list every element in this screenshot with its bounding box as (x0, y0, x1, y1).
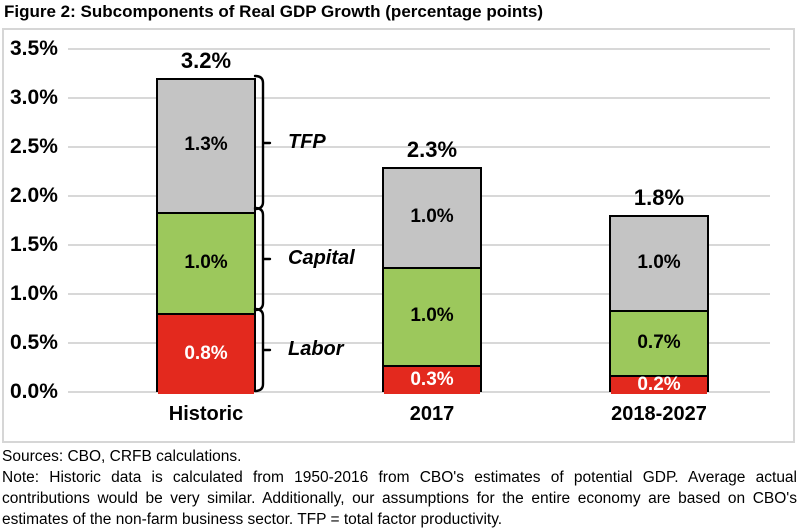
gridline (68, 97, 770, 99)
x-axis-category-label: Historic (168, 403, 244, 425)
bar-segment-capital: 1.0% (158, 212, 254, 313)
bar-segment-tfp: 1.0% (384, 169, 480, 267)
segment-value-label: 1.0% (410, 305, 454, 327)
stacked-bar: 1.0% 0.7% 0.2% (609, 215, 709, 395)
y-axis-tick-label: 0.0% (10, 380, 58, 403)
bar-segment-tfp: 1.0% (611, 217, 707, 310)
series-label-tfp: TFP (288, 131, 326, 153)
segment-value-label: 0.3% (410, 368, 454, 390)
y-axis-tick-label: 2.5% (10, 135, 58, 158)
series-label-capital: Capital (288, 247, 355, 269)
y-axis-tick-label: 1.5% (10, 233, 58, 256)
gridline (68, 146, 770, 148)
y-axis-tick-label: 3.0% (10, 86, 58, 109)
chart-area: 3.5% 3.0% 2.5% 2.0% 1.5% 1.0% 0.5% 0.0% 1.3% 1.0%… (2, 28, 795, 443)
bar-total-label: 1.8% (633, 185, 685, 210)
bar-segment-labor: 0.2% (611, 373, 707, 395)
figure-title: Figure 2: Subcomponents of Real GDP Grow… (4, 2, 544, 21)
x-axis-category-label: 2017 (409, 403, 455, 425)
segment-value-label: 0.2% (637, 373, 681, 395)
bar-total-label: 3.2% (180, 48, 232, 73)
stacked-bar: 1.0% 1.0% 0.3% (382, 167, 482, 394)
x-axis-category-label: 2018-2027 (611, 403, 707, 425)
bar-segment-capital: 0.7% (611, 310, 707, 375)
bar-total-label: 2.3% (406, 137, 458, 162)
bracket-labor (253, 307, 272, 393)
y-axis-tick-label: 0.5% (10, 331, 58, 354)
segment-value-label: 1.0% (637, 251, 681, 273)
bar-segment-labor: 0.8% (158, 313, 254, 394)
stacked-bar: 1.3% 1.0% 0.8% (156, 78, 256, 394)
bar-segment-labor: 0.3% (384, 365, 480, 394)
segment-value-label: 1.0% (410, 206, 454, 228)
bar-segment-capital: 1.0% (384, 267, 480, 365)
segment-value-label: 1.0% (184, 251, 228, 273)
y-axis-tick-label: 3.5% (10, 37, 58, 60)
bar-segment-tfp: 1.3% (158, 80, 254, 212)
footer: Sources: CBO, CRFB calculations. Note: H… (2, 446, 797, 530)
segment-value-label: 0.7% (637, 331, 681, 353)
segment-value-label: 0.8% (184, 342, 228, 364)
bracket-tfp (253, 74, 272, 211)
y-axis-tick-label: 1.0% (10, 282, 58, 305)
y-axis-tick-label: 2.0% (10, 184, 58, 207)
gridline (68, 48, 770, 50)
note-text: Note: Historic data is calculated from 1… (2, 469, 797, 528)
segment-value-label: 1.3% (184, 134, 228, 156)
series-label-labor: Labor (288, 338, 344, 360)
sources-line: Sources: CBO, CRFB calculations. (2, 448, 242, 465)
